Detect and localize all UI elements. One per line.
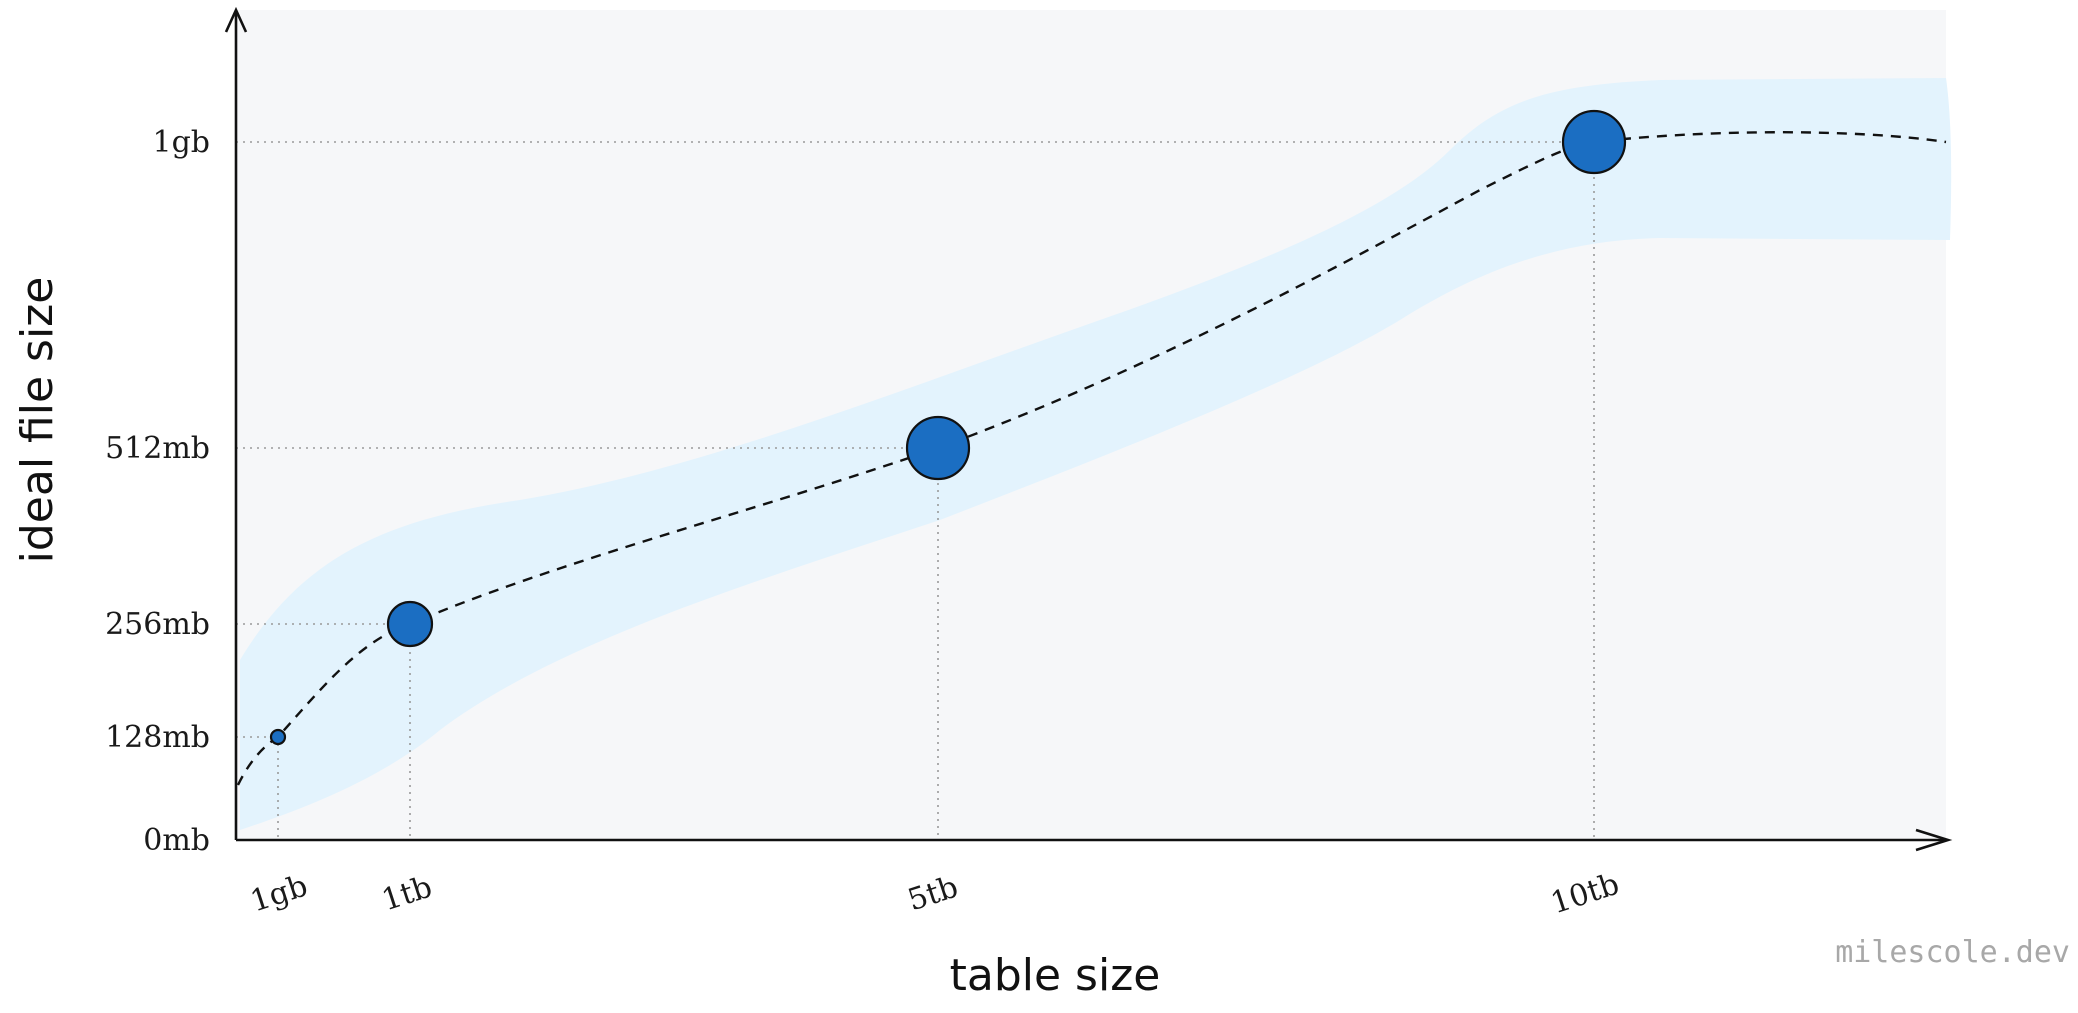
x-tick-label: 5tb (904, 870, 963, 919)
y-tick-label: 256mb (105, 607, 210, 642)
y-tick-label: 128mb (105, 720, 210, 755)
y-axis-arrow (224, 6, 248, 33)
watermark: milescole.dev (1835, 935, 2070, 970)
y-tick-label: 0mb (143, 823, 210, 858)
data-point (269, 728, 287, 746)
x-tick-label: 1tb (378, 870, 437, 919)
x-tick-label: 10tb (1547, 867, 1624, 922)
x-axis-title: table size (950, 950, 1161, 1001)
y-axis-title: ideal file size (12, 277, 63, 564)
confidence-band (240, 78, 1952, 830)
y-tick-label: 1gb (153, 125, 211, 160)
data-point (1561, 109, 1627, 175)
data-points (269, 109, 1627, 746)
y-tick-labels: 0mb 128mb 256mb 512mb 1gb (105, 125, 210, 858)
x-axis-arrow (1915, 828, 1953, 852)
x-tick-labels: 1gb 1tb 5tb 10tb (246, 867, 1623, 922)
y-tick-label: 512mb (105, 431, 210, 466)
x-tick-label: 1gb (246, 868, 312, 919)
data-point (905, 415, 971, 481)
data-point (386, 600, 434, 648)
